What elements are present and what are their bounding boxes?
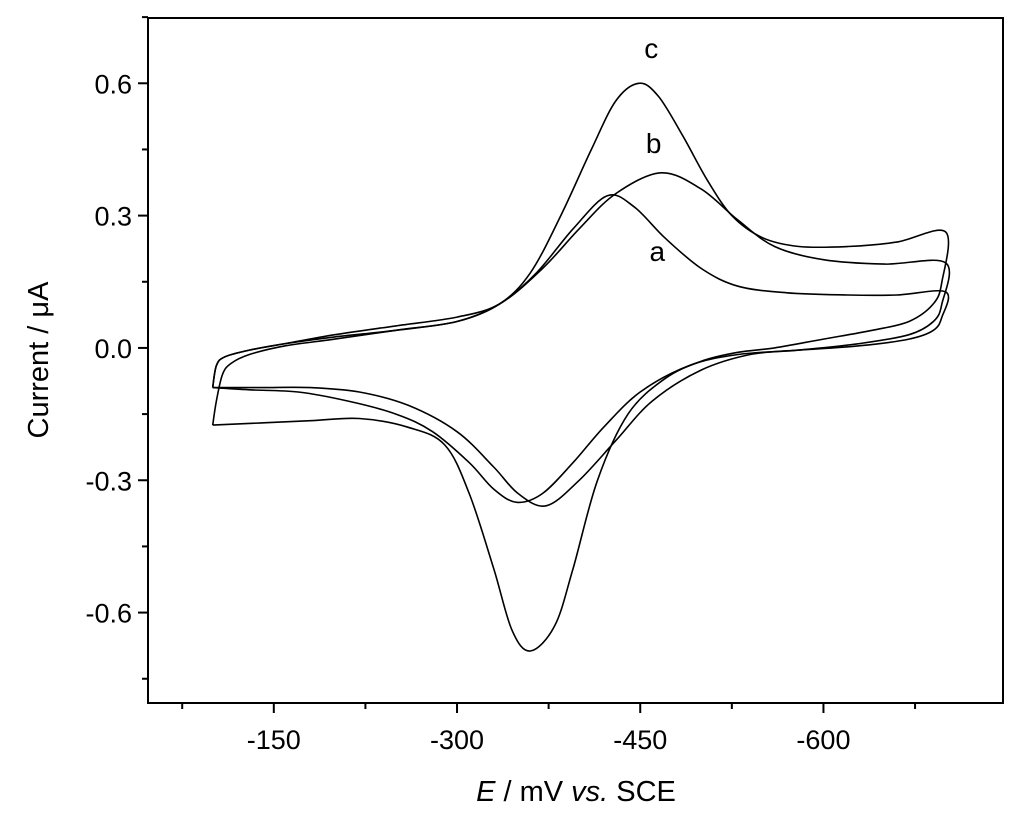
x-axis-symbol: E: [476, 776, 496, 808]
curve-label-b: b: [646, 128, 662, 159]
y-tick-label: -0.6: [85, 599, 132, 629]
cv-curve-a: [211, 194, 950, 504]
y-tick-label: 0.6: [94, 69, 132, 99]
cv-curve-c: [211, 82, 950, 652]
x-tick-label: -600: [796, 725, 850, 755]
x-tick-label: -150: [247, 725, 301, 755]
curve-label-c: c: [644, 33, 658, 64]
y-tick-label: 0.3: [94, 202, 132, 232]
curve-label-a: a: [650, 236, 666, 267]
x-axis-unit: / mV: [495, 776, 571, 808]
x-axis-title: E / mV vs. SCE: [476, 776, 676, 808]
y-tick-label: 0.0: [94, 334, 132, 364]
y-axis-title: Current / μA: [23, 281, 55, 439]
plot-frame: [147, 17, 1004, 704]
x-axis-ref: SCE: [608, 776, 676, 808]
x-tick-label: -300: [430, 725, 484, 755]
cv-curve-b: [211, 171, 951, 507]
y-tick-label: -0.3: [85, 466, 132, 496]
x-axis-vs: vs.: [571, 776, 608, 808]
x-tick-label: -450: [613, 725, 667, 755]
